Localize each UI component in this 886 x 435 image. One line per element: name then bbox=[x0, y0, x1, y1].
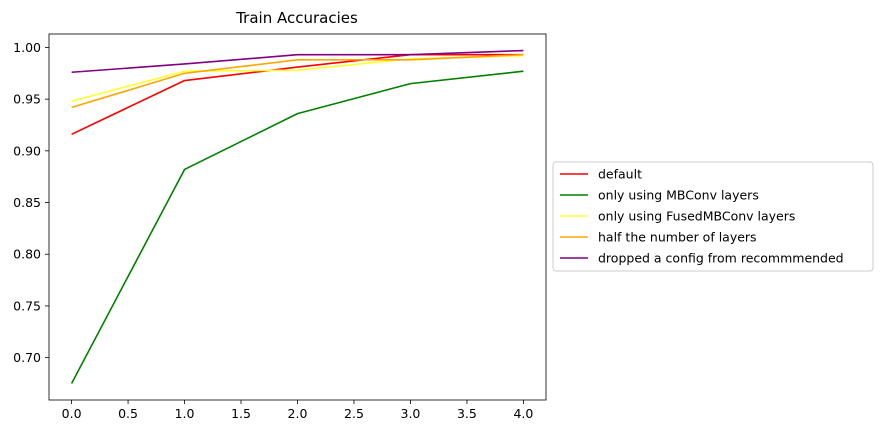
x-tick-label: 2.0 bbox=[288, 406, 308, 421]
y-tick-label: 0.85 bbox=[13, 195, 41, 210]
x-tick-label: 3.0 bbox=[401, 406, 421, 421]
series-line bbox=[71, 49, 524, 74]
y-tick-label: 0.75 bbox=[13, 298, 41, 313]
legend-label: only using MBConv layers bbox=[598, 188, 759, 203]
legend-label: only using FusedMBConv layers bbox=[598, 209, 795, 224]
x-tick-label: 3.5 bbox=[457, 406, 477, 421]
x-tick-label: 0.0 bbox=[62, 406, 82, 421]
plot-frame bbox=[48, 33, 547, 401]
series-line bbox=[71, 53, 524, 109]
chart-title: Train Accuracies bbox=[235, 9, 358, 27]
legend-label: dropped a config from recommmended bbox=[598, 251, 844, 266]
axes: 0.0 0.5 1.0 1.5 2.0 2.5 3.0 3.5 4.0 0.70 0.75 0.80 0… bbox=[13, 33, 547, 421]
series-line bbox=[70, 70, 524, 384]
series-line bbox=[71, 53, 524, 136]
legend-label: default bbox=[598, 167, 642, 182]
y-tick-label: 0.95 bbox=[13, 92, 41, 107]
y-tick-label: 1.00 bbox=[13, 40, 41, 55]
y-tick-label: 0.90 bbox=[13, 143, 41, 158]
x-tick-label: 1.0 bbox=[175, 406, 195, 421]
legend: default only using MBConv layers only usin… bbox=[552, 161, 874, 272]
y-tick-label: 0.80 bbox=[13, 247, 41, 262]
x-tick-label: 0.5 bbox=[118, 406, 138, 421]
x-tick-label: 1.5 bbox=[231, 406, 251, 421]
plot-area bbox=[70, 49, 524, 384]
y-tick-label: 0.70 bbox=[13, 350, 41, 365]
x-tick-label: 2.5 bbox=[344, 406, 364, 421]
legend-label: half the number of layers bbox=[598, 230, 757, 245]
x-tick-label: 4.0 bbox=[513, 406, 533, 421]
legend-box bbox=[552, 161, 874, 272]
